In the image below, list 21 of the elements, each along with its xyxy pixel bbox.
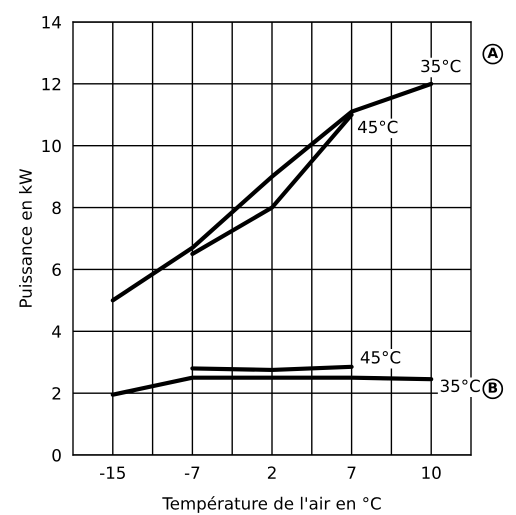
x-tick-label: 2 — [268, 466, 276, 479]
x-tick-label: 7 — [348, 466, 356, 479]
y-tick-label: 0 — [52, 448, 61, 462]
text: A — [487, 48, 498, 58]
series-label: 45°C — [360, 351, 400, 364]
y-tick-label: 6 — [52, 263, 61, 276]
y-axis-title: Puissance en kW — [18, 169, 32, 307]
y-tick-label: 8 — [52, 202, 61, 214]
series-label: 35°C — [421, 60, 460, 72]
x-tick-label: -7 — [184, 466, 200, 479]
y-tick-label: 14 — [42, 16, 61, 28]
x-tick-label: -15 — [100, 466, 125, 480]
x-axis-title: Température de l'air en °C — [162, 496, 381, 513]
y-tick-label: 2 — [52, 387, 60, 400]
x-tick-label: 10 — [422, 466, 441, 480]
y-tick-label: 10 — [42, 140, 61, 152]
y-tick-label: 12 — [42, 78, 60, 90]
series-label: 45°C — [358, 120, 398, 134]
text: B — [488, 382, 498, 393]
legend-label: 35°C — [440, 380, 480, 392]
y-tick-label: 4 — [52, 325, 61, 338]
